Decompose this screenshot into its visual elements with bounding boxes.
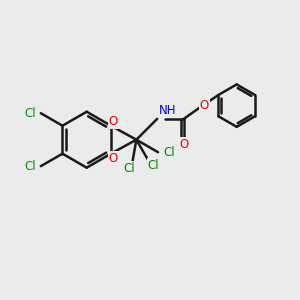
Text: Cl: Cl (148, 159, 159, 172)
Text: O: O (109, 115, 118, 128)
Text: O: O (179, 138, 188, 151)
Text: NH: NH (159, 104, 176, 117)
Text: O: O (109, 152, 118, 165)
Text: Cl: Cl (25, 160, 36, 173)
Text: Cl: Cl (163, 146, 175, 159)
Text: Cl: Cl (25, 107, 36, 120)
Text: O: O (200, 98, 209, 112)
Text: Cl: Cl (123, 162, 135, 175)
